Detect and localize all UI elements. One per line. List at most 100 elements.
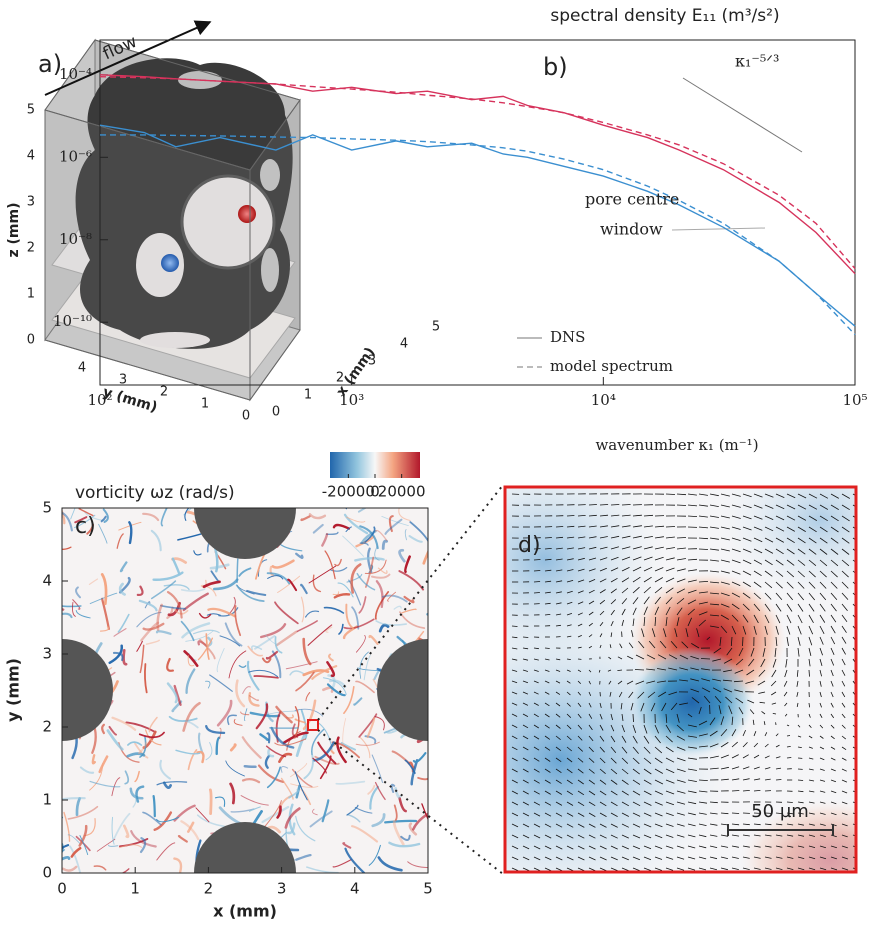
velocity-vector [819, 526, 828, 533]
velocity-vector [731, 778, 740, 781]
velocity-vector [610, 812, 618, 817]
velocity-vector [775, 756, 781, 759]
velocity-vector [577, 790, 585, 796]
velocity-vector [761, 711, 766, 715]
velocity-vector [599, 845, 607, 850]
filament [70, 846, 82, 858]
velocity-vector [566, 746, 573, 752]
velocity-vector [657, 654, 667, 660]
velocity-vector [610, 514, 620, 517]
velocity-vector [654, 616, 657, 627]
velocity-vector [731, 823, 740, 826]
velocity-vector [808, 669, 810, 677]
filament [187, 821, 195, 833]
zoom-frame [503, 485, 858, 874]
velocity-vector [638, 640, 645, 649]
x-axis-label: wavenumber κ₁ (m⁻¹) [595, 436, 758, 454]
velocity-vector [720, 537, 730, 541]
velocity-vector [698, 779, 708, 781]
filament [426, 612, 428, 616]
velocity-vector [819, 867, 827, 871]
strut [194, 822, 296, 873]
velocity-vector [709, 559, 719, 562]
velocity-vector [731, 867, 739, 870]
velocity-vector [522, 713, 529, 717]
velocity-vector [731, 515, 741, 519]
velocity-vector [830, 757, 836, 761]
filament [152, 795, 156, 818]
filament [284, 807, 301, 829]
filament [265, 634, 280, 645]
velocity-vector [654, 546, 664, 550]
velocity-vector [511, 746, 518, 751]
panel-c: c) vorticity ωz (rad/s) x (mm) y (mm) [4, 452, 504, 921]
velocity-vector [599, 610, 605, 616]
velocity-vector [786, 526, 795, 532]
velocity-vector [621, 598, 628, 605]
velocity-vector [654, 790, 663, 795]
filament [183, 650, 199, 667]
velocity-vector [679, 702, 689, 706]
velocity-vector [797, 790, 804, 793]
filament [343, 686, 355, 714]
velocity-vector [753, 867, 761, 870]
velocity-vector [786, 724, 790, 727]
velocity-vector [511, 812, 519, 817]
velocity-vector [566, 580, 574, 583]
velocity-vector [610, 567, 619, 572]
velocity-vector [841, 504, 850, 511]
filament [288, 789, 299, 799]
velocity-vector [748, 658, 755, 667]
velocity-vector [819, 746, 825, 750]
velocity-vector [731, 537, 741, 541]
velocity-vector [610, 535, 620, 539]
filament [248, 669, 279, 678]
velocity-vector [830, 735, 835, 740]
velocity-vector [753, 603, 761, 612]
velocity-vector [610, 823, 618, 828]
filament [295, 815, 316, 842]
velocity-vector [797, 504, 807, 510]
filament [78, 508, 94, 517]
filament [75, 797, 81, 817]
filament [326, 661, 336, 678]
velocity-vector [588, 801, 596, 807]
filament [102, 508, 109, 523]
velocity-vector [797, 559, 806, 566]
filament [226, 714, 237, 726]
velocity-vector [797, 856, 805, 859]
velocity-vector [665, 597, 673, 605]
velocity-vector [690, 678, 700, 682]
velocity-vector [841, 713, 846, 719]
velocity-vector [676, 568, 686, 572]
velocity-vector [588, 867, 596, 872]
velocity-vector [753, 570, 762, 577]
velocity-vector [830, 614, 837, 623]
filament [324, 550, 336, 580]
velocity-vector [632, 790, 641, 796]
velocity-vector [654, 536, 664, 539]
y-tick-label: 0 [42, 864, 52, 882]
filament [62, 511, 73, 532]
velocity-vector [841, 845, 848, 849]
velocity-vector [742, 778, 750, 781]
velocity-vector [630, 702, 634, 711]
velocity-vector [730, 636, 733, 647]
velocity-vector [533, 669, 539, 672]
velocity-vector [750, 647, 755, 657]
velocity-vector [617, 680, 623, 685]
filament [317, 741, 337, 765]
velocity-field [511, 493, 856, 872]
velocity-vector [698, 619, 706, 627]
filament [111, 816, 115, 845]
velocity-vector [764, 845, 772, 848]
velocity-vector [687, 790, 697, 794]
filament [286, 822, 296, 835]
velocity-vector [734, 689, 744, 693]
velocity-vector [522, 746, 529, 751]
filament [196, 814, 225, 828]
velocity-vector [654, 834, 663, 839]
velocity-vector [742, 834, 750, 837]
velocity-vector [632, 856, 641, 861]
